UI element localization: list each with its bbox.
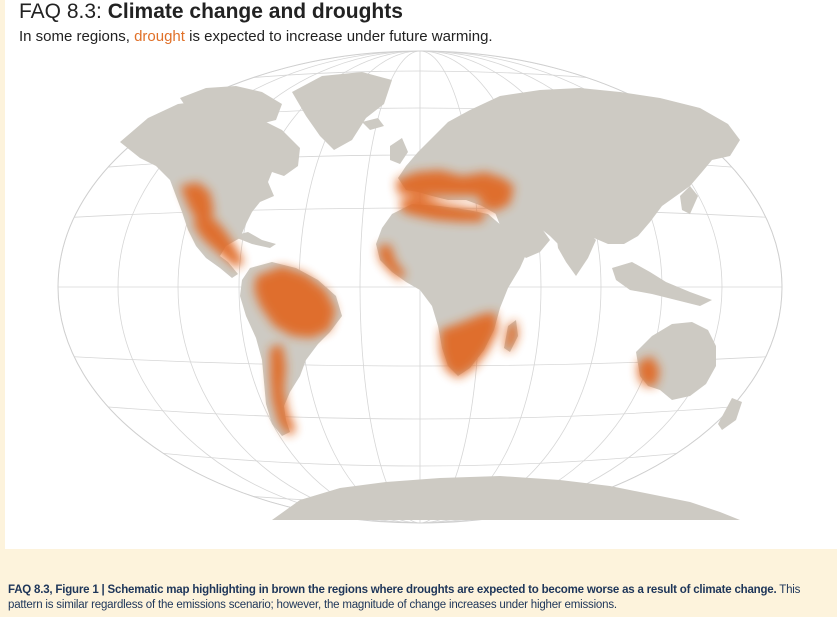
british-isles: [390, 138, 408, 164]
subtitle-before: In some regions,: [19, 28, 135, 45]
north-america: [120, 100, 300, 278]
japan: [680, 186, 698, 214]
drought-mexico-central-america: [192, 218, 244, 268]
drought-west-africa-coast: [378, 244, 406, 280]
subtitle-highlight: drought: [134, 28, 185, 45]
eurasia: [398, 88, 740, 266]
caption-bold: FAQ 8.3, Figure 1 | Schematic map highli…: [8, 584, 777, 596]
southeast-asia-islands: [612, 262, 712, 306]
world-map: [57, 50, 783, 524]
drought-southern-africa: [440, 312, 498, 378]
caption-normal: This pattern is similar regardless of th…: [8, 584, 801, 611]
drought-chile-patagonia: [270, 344, 296, 436]
drought-north-africa: [400, 196, 486, 222]
figure-title-number: FAQ 8.3:: [19, 0, 102, 23]
drought-middle-east-turkey: [478, 176, 514, 212]
figure-caption: FAQ 8.3, Figure 1 | Schematic map highli…: [8, 583, 834, 613]
new-zealand: [718, 398, 742, 430]
iceland: [362, 118, 384, 130]
caribbean: [232, 232, 276, 248]
india: [556, 228, 596, 276]
arabia: [494, 210, 550, 258]
figure-title-text: Climate change and droughts: [107, 0, 403, 23]
greenland: [292, 72, 392, 150]
drought-western-north-america: [180, 182, 214, 226]
land: [120, 72, 742, 520]
subtitle-after: is expected to increase under future war…: [184, 28, 493, 45]
arctic-islands: [180, 86, 282, 126]
drought-southwest-australia: [638, 356, 660, 386]
drought-amazon-brazil: [254, 266, 336, 338]
drought-regions: [180, 170, 660, 436]
globe-outline: [57, 50, 783, 524]
figure-title: FAQ 8.3: Climate change and droughts: [19, 0, 403, 24]
figure-subtitle: In some regions, drought is expected to …: [19, 28, 493, 45]
antarctica: [272, 476, 740, 520]
drought-madagascar: [504, 320, 518, 352]
